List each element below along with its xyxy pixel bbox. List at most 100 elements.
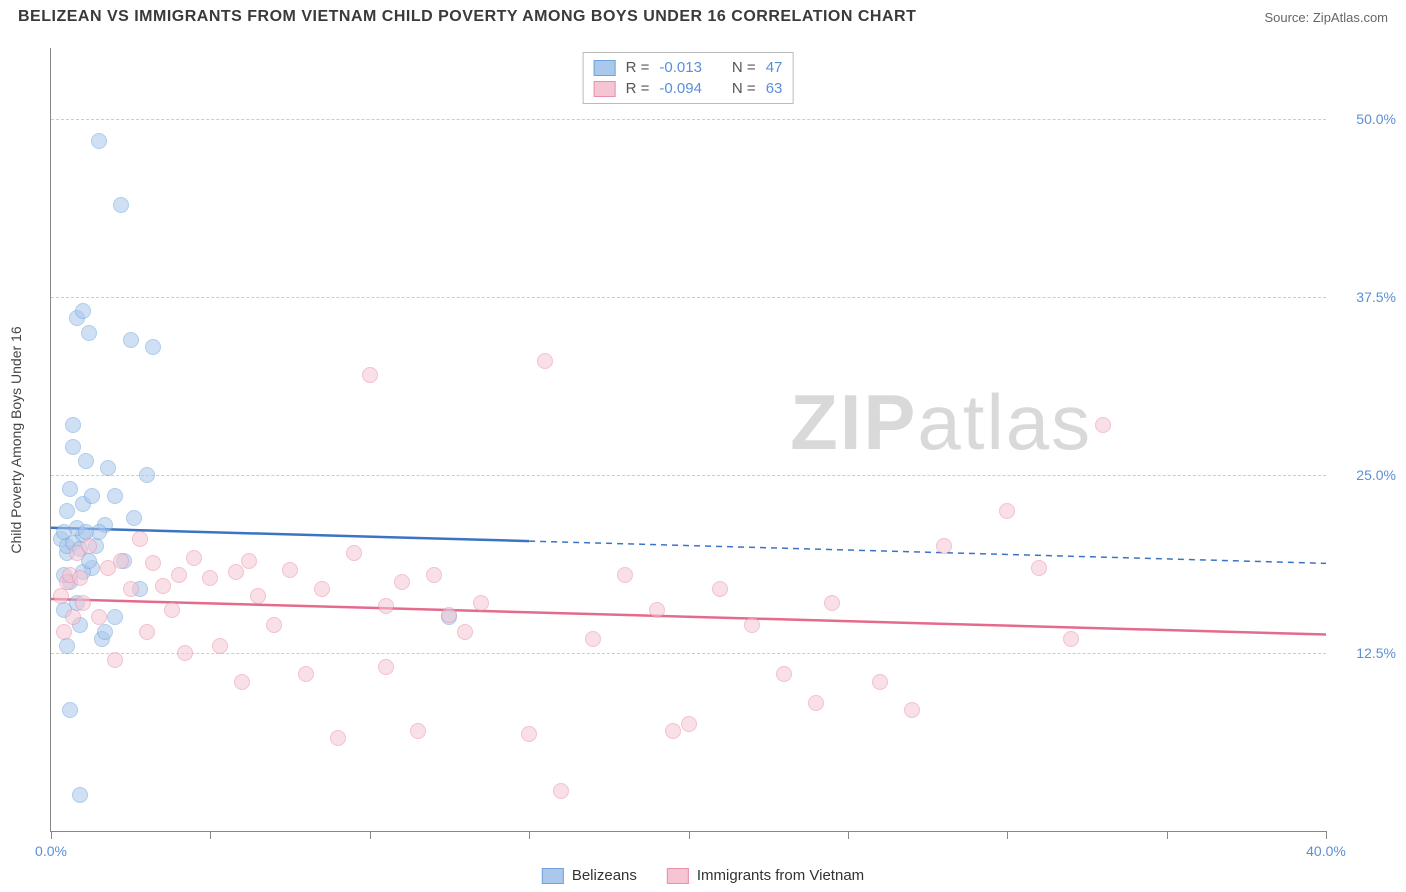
data-point — [473, 595, 489, 611]
gridline — [51, 119, 1326, 120]
legend-row-vietnam: R = -0.094 N = 63 — [594, 78, 783, 99]
x-tick — [529, 831, 530, 839]
data-point — [346, 545, 362, 561]
data-point — [410, 723, 426, 739]
y-tick-label: 37.5% — [1336, 289, 1396, 305]
data-point — [776, 666, 792, 682]
data-point — [65, 609, 81, 625]
data-point — [537, 353, 553, 369]
data-point — [904, 702, 920, 718]
data-point — [132, 531, 148, 547]
data-point — [426, 567, 442, 583]
data-point — [84, 488, 100, 504]
data-point — [744, 617, 760, 633]
data-point — [81, 325, 97, 341]
data-point — [441, 607, 457, 623]
data-point — [91, 133, 107, 149]
legend-item-belizeans: Belizeans — [542, 867, 637, 884]
data-point — [59, 503, 75, 519]
n-value-vietnam: 63 — [766, 80, 783, 97]
data-point — [266, 617, 282, 633]
gridline — [51, 653, 1326, 654]
source-label: Source: ZipAtlas.com — [1264, 10, 1388, 25]
data-point — [72, 570, 88, 586]
data-point — [65, 439, 81, 455]
data-point — [936, 538, 952, 554]
swatch-icon — [542, 868, 564, 884]
x-tick — [1326, 831, 1327, 839]
n-value-belizeans: 47 — [766, 59, 783, 76]
x-tick — [51, 831, 52, 839]
data-point — [250, 588, 266, 604]
data-point — [457, 624, 473, 640]
data-point — [1063, 631, 1079, 647]
data-point — [113, 553, 129, 569]
data-point — [75, 595, 91, 611]
data-point — [62, 702, 78, 718]
data-point — [649, 602, 665, 618]
legend-item-vietnam: Immigrants from Vietnam — [667, 867, 864, 884]
data-point — [75, 303, 91, 319]
r-value-belizeans: -0.013 — [659, 59, 702, 76]
gridline — [51, 297, 1326, 298]
trend-lines — [51, 48, 1326, 831]
data-point — [177, 645, 193, 661]
data-point — [65, 417, 81, 433]
data-point — [999, 503, 1015, 519]
x-tick — [689, 831, 690, 839]
data-point — [126, 510, 142, 526]
data-point — [872, 674, 888, 690]
x-tick — [1167, 831, 1168, 839]
data-point — [330, 730, 346, 746]
data-point — [56, 624, 72, 640]
legend-row-belizeans: R = -0.013 N = 47 — [594, 57, 783, 78]
plot-region: 12.5%25.0%37.5%50.0%0.0%40.0% — [50, 48, 1326, 832]
data-point — [394, 574, 410, 590]
data-point — [107, 609, 123, 625]
data-point — [97, 624, 113, 640]
data-point — [808, 695, 824, 711]
data-point — [100, 460, 116, 476]
gridline — [51, 475, 1326, 476]
data-point — [123, 332, 139, 348]
data-point — [362, 367, 378, 383]
data-point — [553, 783, 569, 799]
data-point — [665, 723, 681, 739]
data-point — [139, 624, 155, 640]
data-point — [91, 609, 107, 625]
y-axis-label: Child Poverty Among Boys Under 16 — [8, 326, 24, 553]
data-point — [234, 674, 250, 690]
data-point — [139, 467, 155, 483]
correlation-legend: R = -0.013 N = 47 R = -0.094 N = 63 — [583, 52, 794, 104]
data-point — [824, 595, 840, 611]
data-point — [62, 481, 78, 497]
data-point — [521, 726, 537, 742]
data-point — [145, 339, 161, 355]
data-point — [282, 562, 298, 578]
data-point — [212, 638, 228, 654]
data-point — [1031, 560, 1047, 576]
swatch-vietnam — [594, 81, 616, 97]
data-point — [171, 567, 187, 583]
data-point — [113, 197, 129, 213]
y-tick-label: 12.5% — [1336, 645, 1396, 661]
data-point — [164, 602, 180, 618]
x-tick — [1007, 831, 1008, 839]
swatch-icon — [667, 868, 689, 884]
data-point — [123, 581, 139, 597]
y-tick-label: 25.0% — [1336, 467, 1396, 483]
data-point — [107, 488, 123, 504]
data-point — [585, 631, 601, 647]
data-point — [681, 716, 697, 732]
y-tick-label: 50.0% — [1336, 111, 1396, 127]
chart-title: BELIZEAN VS IMMIGRANTS FROM VIETNAM CHIL… — [18, 8, 916, 26]
x-tick — [370, 831, 371, 839]
chart-area: ZIPatlas 12.5%25.0%37.5%50.0%0.0%40.0% C… — [50, 48, 1326, 832]
data-point — [186, 550, 202, 566]
data-point — [72, 787, 88, 803]
x-tick-label: 0.0% — [35, 843, 67, 859]
data-point — [202, 570, 218, 586]
data-point — [378, 659, 394, 675]
data-point — [53, 588, 69, 604]
data-point — [1095, 417, 1111, 433]
